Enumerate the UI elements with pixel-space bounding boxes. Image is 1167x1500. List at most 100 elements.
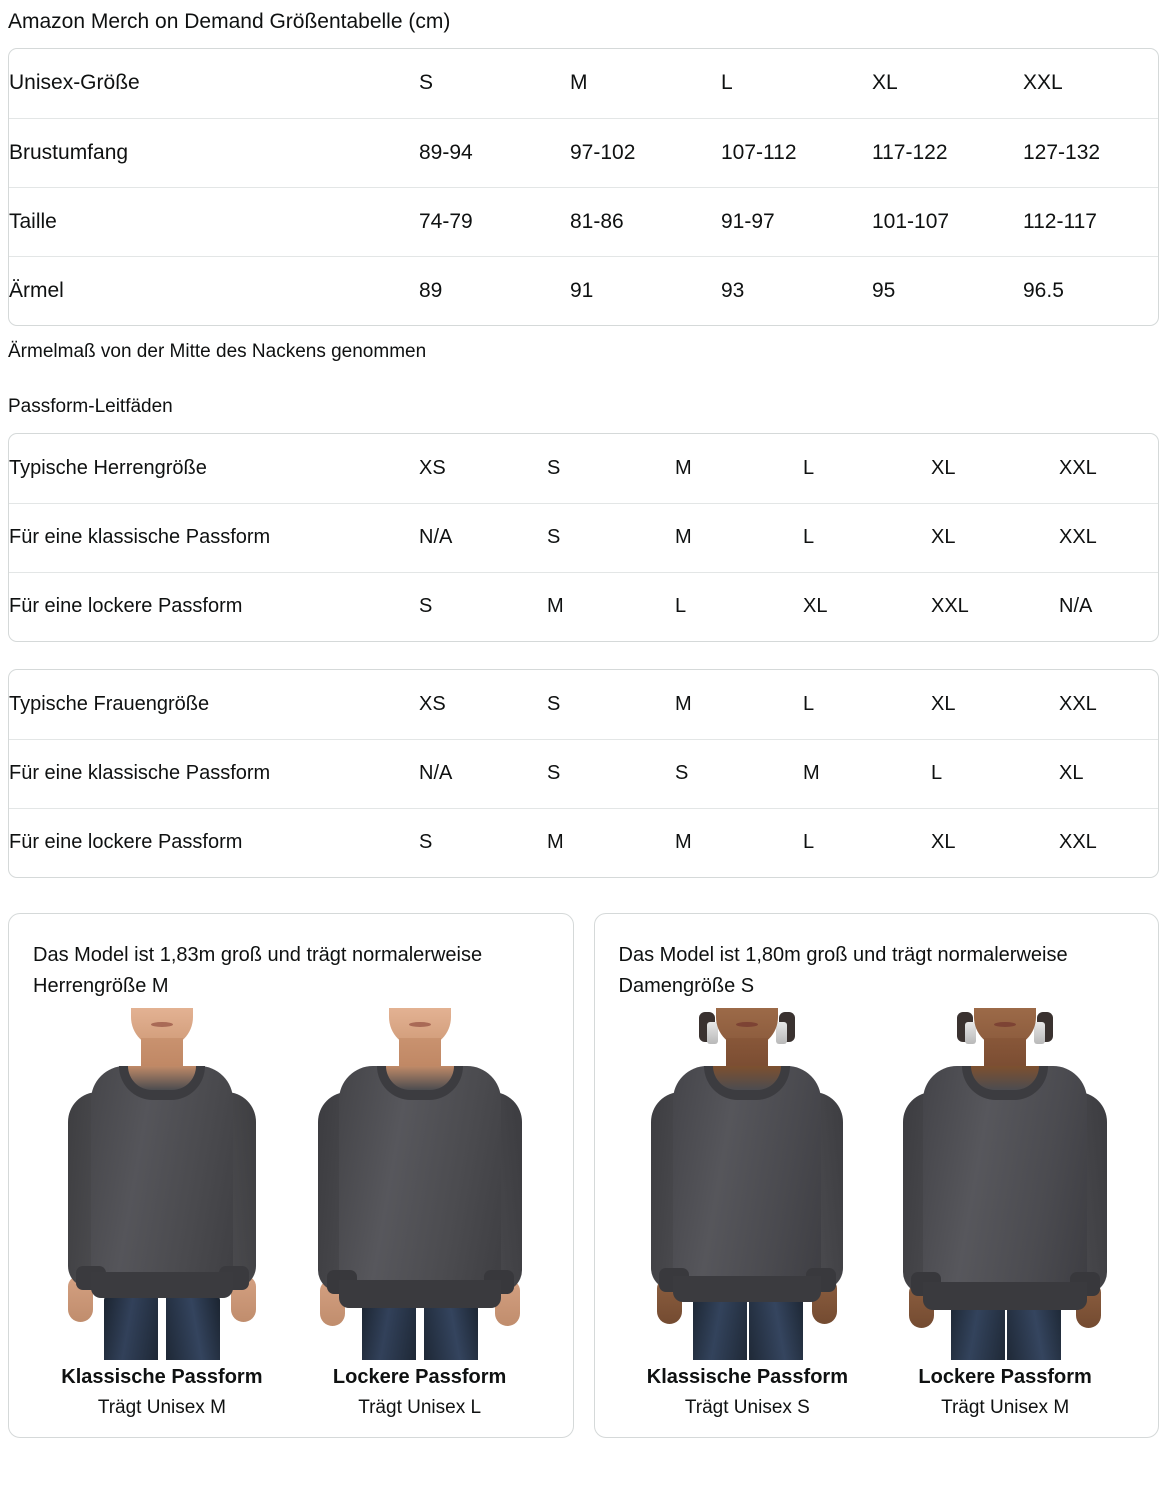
mens-relaxed-0: S bbox=[419, 571, 547, 641]
measurement-table-card: Unisex-Größe S M L XL XXL Brustumfang 89… bbox=[8, 48, 1159, 326]
chest-xl: 117-122 bbox=[872, 117, 1023, 187]
table-row: Ärmel 89 91 93 95 96.5 bbox=[9, 255, 1158, 325]
chest-xxl: 127-132 bbox=[1023, 117, 1158, 187]
size-header-l: L bbox=[721, 71, 733, 95]
womens-size-xxl: XXL bbox=[1059, 692, 1097, 715]
waist-m: 81-86 bbox=[570, 186, 721, 256]
mouth bbox=[408, 1022, 431, 1027]
sweatshirt-torso bbox=[90, 1066, 233, 1292]
womens-relaxed-0: S bbox=[419, 807, 547, 877]
womens-size-xs: XS bbox=[419, 692, 446, 715]
womens-relaxed-4: XL bbox=[931, 807, 1059, 877]
mens-relaxed-fit-name: Lockere Passform bbox=[332, 1366, 507, 1388]
mens-relaxed-4: XXL bbox=[931, 571, 1059, 641]
size-header-s: S bbox=[419, 71, 434, 95]
womens-classic-3: M bbox=[803, 738, 931, 808]
mens-relaxed-1: M bbox=[547, 571, 675, 641]
hem bbox=[673, 1276, 822, 1302]
womens-relaxed-2: M bbox=[675, 807, 803, 877]
table-row: Für eine klassische Passform N/A S S M L… bbox=[9, 738, 1158, 808]
womens-relaxed-5: XXL bbox=[1059, 807, 1158, 877]
row-label-chest: Brustumfang bbox=[9, 117, 419, 187]
womens-fit-table: Typische Frauengröße XS S M L XL XXL Für… bbox=[9, 670, 1158, 877]
table-header-row: Typische Herrengröße XS S M L XL XXL bbox=[9, 434, 1158, 503]
womens-classic-1: S bbox=[547, 738, 675, 808]
size-header-m: M bbox=[570, 71, 588, 95]
mens-classic-fit-name: Klassische Passform bbox=[61, 1366, 263, 1388]
sleeve-xxl: 96.5 bbox=[1023, 255, 1158, 325]
hem bbox=[90, 1272, 233, 1298]
sweatshirt-torso bbox=[673, 1066, 822, 1296]
womens-relaxed-fit-photo bbox=[876, 1008, 1134, 1360]
womens-classic-2: S bbox=[675, 738, 803, 808]
table-row: Für eine klassische Passform N/A S M L X… bbox=[9, 502, 1158, 572]
womens-classic-0: N/A bbox=[419, 738, 547, 808]
waist-xl: 101-107 bbox=[872, 186, 1023, 256]
jeans-right bbox=[165, 1296, 220, 1360]
womens-classic-fit-photo bbox=[618, 1008, 877, 1360]
page-title: Amazon Merch on Demand Größentabelle (cm… bbox=[8, 10, 451, 33]
mens-classic-fit-photo bbox=[33, 1008, 291, 1360]
womens-size-xl: XL bbox=[931, 692, 956, 715]
mens-classic-fit-label: Für eine klassische Passform bbox=[9, 502, 419, 572]
sleeve-xl: 95 bbox=[872, 255, 1023, 325]
mens-classic-3: L bbox=[803, 502, 931, 572]
mens-relaxed-fit-model: Lockere Passform Trägt Unisex L bbox=[290, 1008, 549, 1419]
mens-relaxed-5: N/A bbox=[1059, 571, 1158, 641]
table-header-row: Typische Frauengröße XS S M L XL XXL bbox=[9, 670, 1158, 739]
sweatshirt-torso bbox=[338, 1066, 501, 1304]
womens-size-s: S bbox=[547, 692, 561, 715]
table-row: Für eine lockere Passform S M M L XL XXL bbox=[9, 807, 1158, 877]
mens-model-card-title: Das Model ist 1,83m groß und trägt norma… bbox=[33, 944, 483, 997]
mens-size-s: S bbox=[547, 456, 561, 479]
mens-model-card: Das Model ist 1,83m groß und trägt norma… bbox=[8, 913, 574, 1438]
row-label-waist: Taille bbox=[9, 186, 419, 256]
womens-model-card-title: Das Model ist 1,80m groß und trägt norma… bbox=[618, 944, 1068, 997]
womens-model-pair: Klassische Passform Trägt Unisex S bbox=[618, 1008, 1134, 1419]
mens-size-xl: XL bbox=[931, 456, 956, 479]
mens-classic-fit-model: Klassische Passform Trägt Unisex M bbox=[33, 1008, 291, 1419]
measurement-table: Unisex-Größe S M L XL XXL Brustumfang 89… bbox=[9, 49, 1158, 325]
womens-size-m: M bbox=[675, 692, 692, 715]
mens-relaxed-fit-wears: Trägt Unisex L bbox=[358, 1397, 482, 1418]
sweatshirt-torso bbox=[923, 1066, 1088, 1306]
earring-right bbox=[1034, 1022, 1046, 1044]
jeans-left bbox=[103, 1296, 158, 1360]
sleeve-l: 93 bbox=[721, 255, 872, 325]
womens-fit-table-card: Typische Frauengröße XS S M L XL XXL Für… bbox=[8, 669, 1159, 878]
mens-relaxed-3: XL bbox=[803, 571, 931, 641]
chest-s: 89-94 bbox=[419, 117, 570, 187]
earring-right bbox=[776, 1022, 788, 1044]
table-row: Brustumfang 89-94 97-102 107-112 117-122… bbox=[9, 117, 1158, 187]
waist-xxl: 112-117 bbox=[1023, 186, 1158, 256]
size-header-xl: XL bbox=[872, 71, 898, 95]
hem bbox=[923, 1282, 1088, 1310]
sleeve-m: 91 bbox=[570, 255, 721, 325]
womens-relaxed-1: M bbox=[547, 807, 675, 877]
womens-classic-fit-label: Für eine klassische Passform bbox=[9, 738, 419, 808]
fit-guides-label: Passform-Leitfäden bbox=[8, 396, 173, 417]
chest-l: 107-112 bbox=[721, 117, 872, 187]
womens-relaxed-fit-model: Lockere Passform Trägt Unisex M bbox=[876, 1008, 1134, 1419]
sleeve-s: 89 bbox=[419, 255, 570, 325]
womens-relaxed-fit-name: Lockere Passform bbox=[918, 1366, 1092, 1388]
earring-left bbox=[707, 1022, 719, 1044]
mens-classic-1: S bbox=[547, 502, 675, 572]
mouth bbox=[736, 1022, 759, 1027]
womens-typical-size-label: Typische Frauengröße bbox=[9, 692, 210, 715]
mens-model-pair: Klassische Passform Trägt Unisex M bbox=[33, 1008, 549, 1419]
model-cards-row: Das Model ist 1,83m groß und trägt norma… bbox=[8, 913, 1159, 1438]
jeans-left bbox=[693, 1296, 748, 1360]
mens-size-xs: XS bbox=[419, 456, 446, 479]
mens-size-l: L bbox=[803, 456, 815, 479]
sleeve-measurement-note: Ärmelmaß von der Mitte des Nackens genom… bbox=[8, 341, 427, 362]
collar-inner bbox=[127, 1066, 196, 1090]
womens-relaxed-fit-label: Für eine lockere Passform bbox=[9, 807, 419, 877]
chest-m: 97-102 bbox=[570, 117, 721, 187]
mouth bbox=[150, 1022, 173, 1027]
womens-relaxed-fit-wears: Trägt Unisex M bbox=[941, 1397, 1070, 1418]
table-header-row: Unisex-Größe S M L XL XXL bbox=[9, 49, 1158, 118]
womens-classic-5: XL bbox=[1059, 738, 1158, 808]
womens-size-l: L bbox=[803, 692, 815, 715]
earring-left bbox=[965, 1022, 977, 1044]
